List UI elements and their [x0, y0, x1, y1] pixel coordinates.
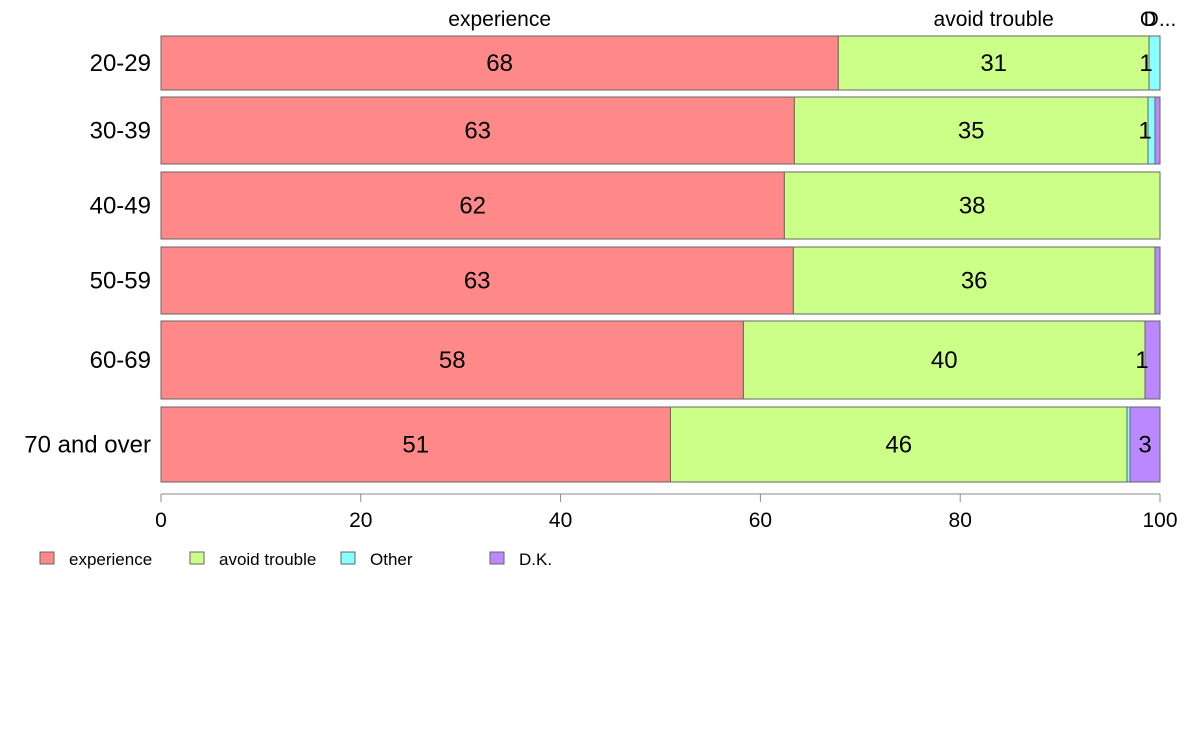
- top-series-label: O: [1140, 8, 1156, 31]
- x-axis: 0 20 40 60 80 100: [155, 493, 1178, 532]
- bar-segment: [793, 96, 1149, 165]
- bar-segment: [837, 35, 1150, 91]
- bar-labels-layer: 68 31 1 63 35 1 62 38 63 36 58 40 1 51 46 3: [402, 50, 1152, 459]
- data-label: 58: [439, 347, 466, 374]
- category-label: 30-39: [90, 118, 151, 145]
- x-tick-label: 60: [749, 509, 772, 532]
- data-label: 3: [1138, 432, 1151, 459]
- data-label: 1: [1139, 50, 1152, 77]
- bar-segment: [783, 171, 1161, 240]
- x-tick-label: 80: [949, 509, 972, 532]
- legend-swatch: [39, 551, 55, 565]
- data-label: 63: [464, 118, 491, 145]
- bar-segment: [1154, 246, 1161, 315]
- data-label: 38: [959, 193, 986, 220]
- top-series-label: D...: [1144, 8, 1177, 31]
- bar-segment: [160, 171, 785, 240]
- data-label: 51: [402, 432, 429, 459]
- x-tick-label: 0: [155, 509, 167, 532]
- bar-segment: [160, 35, 839, 91]
- category-label: 40-49: [90, 193, 151, 220]
- bar-segment: [1129, 406, 1161, 483]
- data-label: 35: [958, 118, 985, 145]
- bar-segment: [160, 406, 671, 483]
- data-label: 36: [961, 268, 988, 295]
- legend-swatch: [489, 551, 505, 565]
- legend-label: Other: [370, 550, 413, 569]
- legend-label: D.K.: [519, 550, 552, 569]
- x-tick-label: 20: [349, 509, 372, 532]
- bar-segment: [1148, 35, 1161, 91]
- category-labels-layer: 20-29 30-39 40-49 50-59 60-69 70 and over: [24, 50, 151, 459]
- bar-segment: [160, 320, 744, 400]
- x-tick-label: 100: [1142, 509, 1177, 532]
- legend: experience avoid trouble Other D.K.: [39, 550, 552, 569]
- data-label: 1: [1135, 347, 1148, 374]
- bars-layer: [160, 35, 1161, 483]
- bar-segment: [742, 320, 1146, 400]
- legend-swatch: [340, 551, 356, 565]
- data-label: 1: [1138, 118, 1151, 145]
- data-label: 63: [464, 268, 491, 295]
- top-series-label: experience: [448, 8, 551, 31]
- bar-segment: [792, 246, 1156, 315]
- bar-segment: [1154, 96, 1161, 165]
- x-tick-label: 40: [549, 509, 572, 532]
- data-label: 31: [980, 50, 1007, 77]
- data-label: 68: [486, 50, 513, 77]
- legend-swatch: [189, 551, 205, 565]
- category-label: 50-59: [90, 268, 151, 295]
- top-series-label: avoid trouble: [934, 8, 1054, 31]
- bar-segment: [1144, 320, 1161, 400]
- bar-segment: [669, 406, 1128, 483]
- top-series-labels-layer: experience avoid trouble OD...: [448, 8, 1176, 31]
- data-label: 46: [885, 432, 912, 459]
- category-label: 70 and over: [24, 432, 151, 459]
- legend-label: avoid trouble: [219, 550, 316, 569]
- category-label: 20-29: [90, 50, 151, 77]
- category-label: 60-69: [90, 347, 151, 374]
- data-label: 62: [459, 193, 486, 220]
- data-label: 40: [931, 347, 958, 374]
- legend-label: experience: [69, 550, 152, 569]
- bar-segment: [160, 246, 794, 315]
